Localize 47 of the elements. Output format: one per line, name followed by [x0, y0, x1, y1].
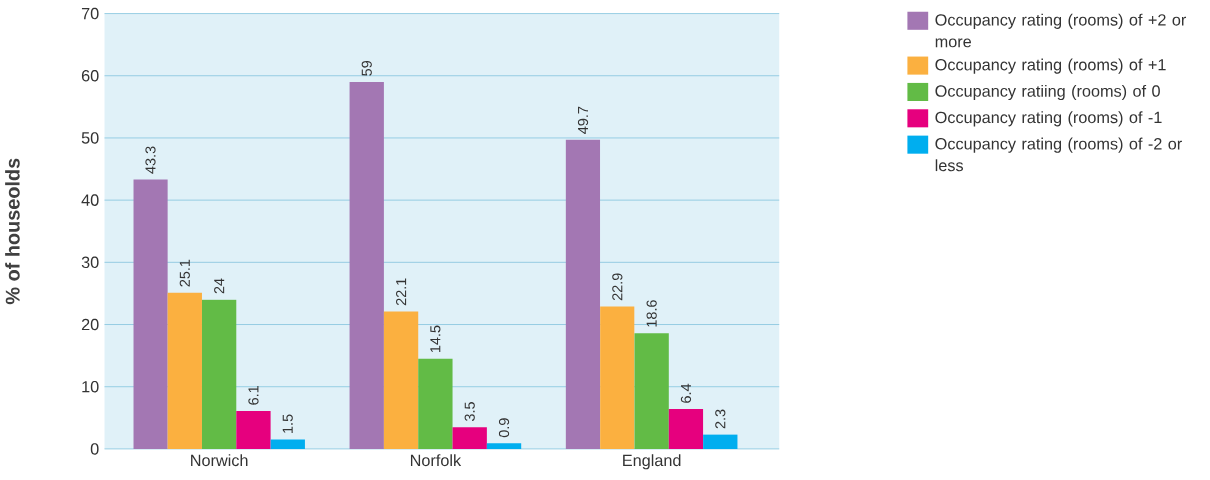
data-label: 0.9 [498, 418, 510, 438]
y-tick-label: 20 [81, 318, 99, 331]
bar [349, 82, 384, 450]
y-tick-label: 70 [81, 7, 99, 20]
data-label: 59 [361, 61, 372, 76]
x-tick-label: Norfolk [410, 454, 462, 467]
legend-label: Occupancy rating (rooms) of -1 [935, 111, 1162, 127]
bar [236, 411, 271, 450]
legend-label: Occupancy rating (rooms) of +2 or more [935, 13, 1187, 48]
data-label: 22.1 [396, 278, 407, 306]
bar [668, 409, 704, 450]
x-tick-label: Norwich [191, 454, 248, 467]
bar [565, 139, 601, 450]
data-label: 2.3 [715, 409, 726, 429]
data-label: 1.5 [282, 414, 293, 434]
bar [201, 299, 237, 450]
bar [486, 443, 522, 450]
bar [270, 439, 305, 450]
bar [133, 179, 168, 450]
y-tick-label: 40 [81, 194, 99, 207]
y-tick-label: 60 [81, 70, 99, 82]
data-label: 43.3 [145, 146, 156, 174]
bar [418, 358, 453, 450]
data-label: 6.4 [680, 384, 692, 403]
legend-label: Occupancy rating (rooms) of +1 [935, 58, 1166, 74]
data-label: 24 [214, 278, 225, 294]
data-label: 22.9 [612, 273, 623, 301]
y-axis-title: % of houseolds [5, 158, 20, 305]
bar [634, 333, 669, 450]
data-label: 14.5 [430, 325, 441, 353]
bar [600, 306, 635, 450]
bar [703, 434, 738, 450]
bar [167, 292, 202, 450]
bar [383, 311, 419, 450]
data-label: 3.5 [464, 402, 475, 422]
data-label: 25.1 [179, 259, 190, 287]
y-tick-label: 0 [90, 443, 99, 455]
x-tick-label: England [623, 454, 681, 470]
legend-label: Occupancy ratiing (rooms) of 0 [935, 85, 1160, 101]
y-tick-label: 10 [82, 381, 99, 393]
data-label: 18.6 [646, 300, 657, 327]
data-label: 6.1 [248, 386, 259, 405]
data-label: 49.7 [577, 107, 589, 135]
bar [452, 427, 487, 450]
legend-label: Occupancy rating (rooms) of -2 or less [935, 137, 1182, 172]
y-tick-label: 50 [81, 132, 99, 144]
y-tick-label: 30 [81, 256, 99, 269]
